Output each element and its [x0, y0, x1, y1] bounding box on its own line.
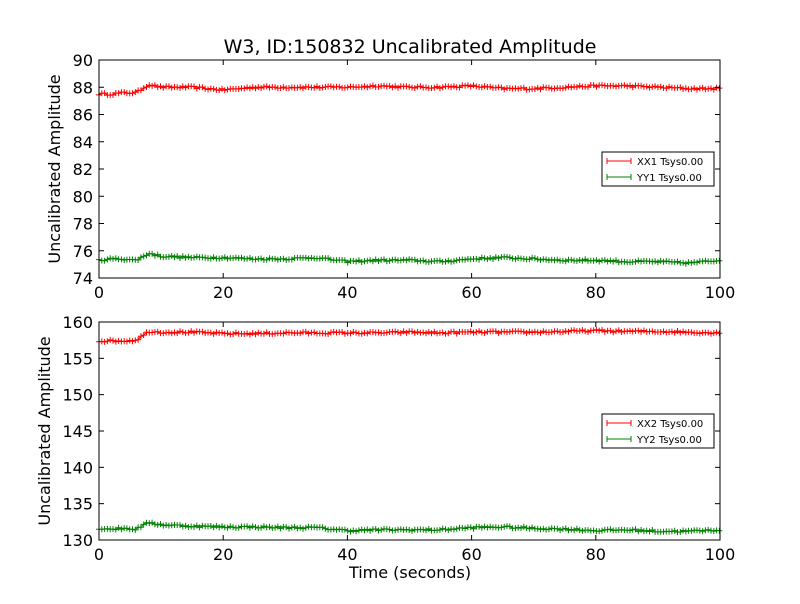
y-tick-label: 88	[73, 78, 93, 97]
chart-title: W3, ID:150832 Uncalibrated Amplitude	[224, 36, 597, 58]
legend: XX2 Tsys0.00 YY2 Tsys0.00	[601, 413, 715, 449]
chart-panel-1: 0 20 40 60 80 100 74 76 78 80 82 84 86 88 90 Uncalibrat…	[45, 51, 735, 302]
legend-box	[601, 413, 715, 449]
x-tick-label: 80	[586, 283, 606, 302]
y-tick-label: 74	[73, 269, 93, 288]
chart-panel-2: 0 20 40 60 80 100 130 135 140 145 150 155 160 Uncalib…	[35, 313, 735, 564]
series-2-1	[96, 326, 723, 345]
y-tick-label: 140	[62, 458, 93, 477]
legend-box	[601, 151, 715, 187]
x-tick-label: 60	[461, 545, 481, 564]
legend-swatch-marker	[606, 436, 632, 442]
legend-label: XX2 Tsys0.00	[637, 419, 703, 430]
x-tick-label: 20	[213, 545, 233, 564]
x-tick-label: 80	[586, 545, 606, 564]
y-tick-label: 155	[62, 349, 93, 368]
x-tick-label: 100	[705, 545, 736, 564]
y-axis-label: Uncalibrated Amplitude	[45, 74, 64, 263]
legend-label: YY2 Tsys0.00	[636, 435, 702, 446]
x-tick-label: 0	[94, 283, 104, 302]
y-tick-label: 86	[73, 106, 93, 125]
legend-swatch-marker	[606, 158, 632, 164]
series-markers	[96, 326, 723, 345]
x-tick-label: 20	[213, 283, 233, 302]
series-2-2	[96, 519, 723, 536]
legend: XX1 Tsys0.00 YY1 Tsys0.00	[601, 151, 715, 187]
y-tick-label: 145	[62, 422, 93, 441]
y-tick-label: 160	[62, 313, 93, 332]
series-1-1	[96, 82, 723, 99]
y-tick-label: 130	[62, 531, 93, 550]
y-tick-label: 76	[73, 242, 93, 261]
y-tick-label: 150	[62, 386, 93, 405]
x-tick-label: 60	[461, 283, 481, 302]
series-markers	[96, 82, 723, 99]
x-tick-label: 40	[337, 545, 357, 564]
y-tick-label: 78	[73, 215, 93, 234]
x-axis-label: Time (seconds)	[348, 563, 471, 582]
x-tick-label: 40	[337, 283, 357, 302]
y-tick-label: 135	[62, 495, 93, 514]
y-axis-label: Uncalibrated Amplitude	[35, 336, 54, 525]
series-markers	[96, 519, 723, 536]
y-tick-label: 80	[73, 187, 93, 206]
legend-label: YY1 Tsys0.00	[636, 173, 702, 184]
series-markers	[96, 250, 723, 267]
y-tick-label: 84	[73, 133, 93, 152]
legend-label: XX1 Tsys0.00	[637, 157, 703, 168]
legend-swatch-marker	[606, 420, 632, 426]
y-tick-label: 82	[73, 160, 93, 179]
series-1-2	[96, 250, 723, 267]
x-tick-label: 0	[94, 545, 104, 564]
y-tick-label: 90	[73, 51, 93, 70]
x-tick-label: 100	[705, 283, 736, 302]
legend-swatch-marker	[606, 174, 632, 180]
